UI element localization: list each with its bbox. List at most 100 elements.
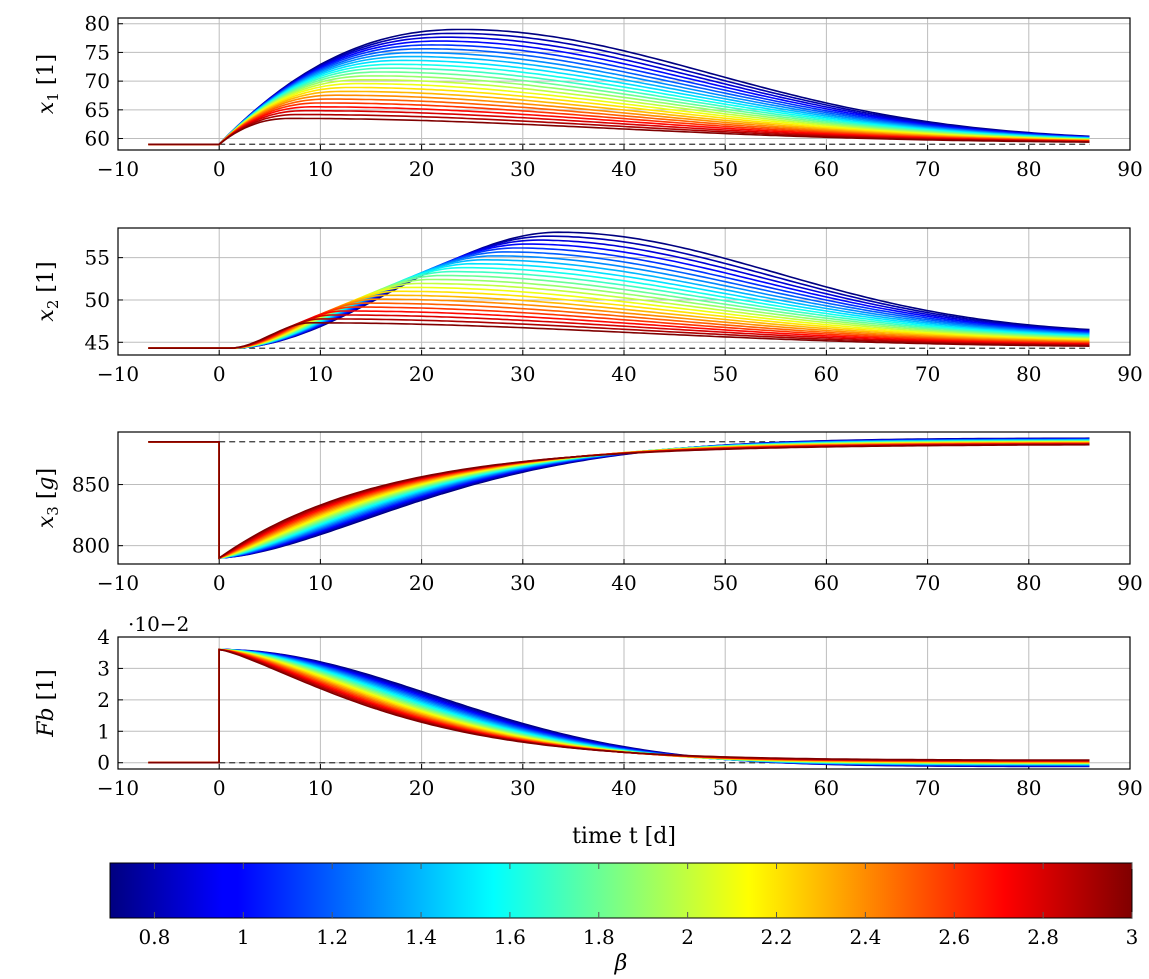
x-tick-label: 90	[1117, 362, 1142, 386]
x-tick-label: −10	[97, 571, 139, 595]
x-tick-label: 70	[915, 362, 940, 386]
colorbar-tick-label: 0.8	[139, 925, 171, 949]
x-tick-label: 80	[1016, 362, 1041, 386]
x-tick-label: 60	[814, 362, 839, 386]
series-line	[148, 302, 1090, 349]
curves	[148, 231, 1090, 349]
colorbar-tick-label: 1.4	[405, 925, 437, 949]
colorbar-tick-label: 1.8	[583, 925, 615, 949]
y-tick-label: 0	[97, 751, 110, 775]
x-tick-label: 80	[1016, 776, 1041, 800]
x-tick-label: 40	[611, 157, 636, 181]
x-tick-label: 60	[814, 776, 839, 800]
series-line	[148, 32, 1090, 146]
y-tick-label: 3	[97, 656, 110, 680]
axes-frame	[117, 227, 1131, 356]
y-axis-label-text: x2 [1]	[34, 261, 62, 321]
series-line	[148, 294, 1090, 349]
x-tick-label: 50	[712, 776, 737, 800]
y-tick-label: 65	[85, 98, 110, 122]
x-tick-label: 70	[915, 157, 940, 181]
x-tick-labels: −10 0 10 20 30 40 50 60 70 80 90	[97, 571, 1143, 595]
x-tick-label: 20	[409, 362, 434, 386]
x-axis-label: time t [d]	[572, 824, 676, 849]
x-tick-labels: −10 0 10 20 30 40 50 60 70 80 90	[97, 776, 1143, 800]
x-tick-label: 40	[611, 571, 636, 595]
y-tick-labels: 800 850	[72, 473, 110, 558]
y-tick-labels: 60 65 70 75 80	[85, 12, 110, 151]
colorbar-tick-label: 1	[237, 925, 250, 949]
y-tick-label: 60	[85, 127, 110, 151]
x-tick-label: 30	[510, 362, 535, 386]
series-line	[148, 441, 1090, 560]
x-tick-label: 80	[1016, 571, 1041, 595]
y-tick-label: 55	[85, 246, 110, 270]
y-axis-label: x2 [1]	[34, 261, 62, 321]
x-tick-label: 50	[712, 157, 737, 181]
colorbar-tick-label: 2.8	[1027, 925, 1059, 949]
y-tick-label: 70	[85, 69, 110, 93]
y-axis-label-text: Fb [1]	[34, 669, 59, 738]
colorbar: 0.8 1 1.2 1.4 1.6 1.8 2 2.2 2.4 2.6 2.8 3 β	[109, 862, 1139, 976]
series-line	[148, 318, 1090, 349]
y-tick-label: 45	[85, 330, 110, 354]
x-tick-label: 20	[409, 571, 434, 595]
x-tick-label: 60	[814, 157, 839, 181]
series-line	[148, 239, 1090, 349]
series-line	[148, 322, 1090, 349]
series-line	[148, 298, 1090, 349]
x-tick-label: 0	[213, 362, 226, 386]
x-tick-label: 40	[611, 776, 636, 800]
y-axis-label-text: x1 [1]	[34, 54, 62, 114]
y-tick-label: 1	[97, 719, 110, 743]
colorbar-ticks: 0.8 1 1.2 1.4 1.6 1.8 2 2.2 2.4 2.6 2.8 3	[139, 863, 1139, 949]
x-tick-label: 30	[510, 776, 535, 800]
y-tick-label: 50	[85, 288, 110, 312]
y-axis-label: x3 [g]	[34, 468, 62, 528]
panel-x3: −10 0 10 20 30 40 50 60 70 80 90 800 850 x3 [g]	[34, 431, 1143, 595]
x-tick-label: 30	[510, 571, 535, 595]
x-tick-label: 50	[712, 571, 737, 595]
x-tick-label: 70	[915, 776, 940, 800]
colorbar-tick-label: 1.2	[316, 925, 348, 949]
series-line	[148, 28, 1090, 146]
x-tick-label: −10	[97, 157, 139, 181]
x-tick-label: 0	[213, 571, 226, 595]
x-tick-label: 10	[308, 776, 333, 800]
colorbar-gradient	[109, 862, 1133, 919]
colorbar-tick-label: 1.6	[494, 925, 526, 949]
x-tick-label: 10	[308, 157, 333, 181]
colorbar-tick-label: 2.2	[761, 925, 793, 949]
y-tick-labels: 0 1 2 3 4	[97, 625, 110, 775]
x-tick-labels: −10 0 10 20 30 40 50 60 70 80 90	[97, 362, 1143, 386]
axes-frame	[117, 431, 1131, 565]
series-line	[148, 40, 1090, 146]
colorbar-tick-label: 2.4	[849, 925, 881, 949]
curves	[148, 437, 1090, 560]
y-tick-label: 850	[72, 473, 110, 497]
colorbar-tick-label: 3	[1126, 925, 1139, 949]
y-axis-label: x1 [1]	[34, 54, 62, 114]
x-tick-label: 90	[1117, 776, 1142, 800]
x-tick-label: 20	[409, 776, 434, 800]
axes-frame	[117, 636, 1131, 770]
x-tick-label: 0	[213, 776, 226, 800]
panel-x1: −10 0 10 20 30 40 50 60 70 80 90 60 65 70 75 80 x1 [1]	[34, 12, 1143, 181]
series-line	[148, 247, 1090, 349]
panel-x2: −10 0 10 20 30 40 50 60 70 80 90 45 50 55 x2 [1]	[34, 227, 1143, 386]
x-tick-label: 80	[1016, 157, 1041, 181]
y-tick-label: 2	[97, 688, 110, 712]
colorbar-tick-label: 2.6	[938, 925, 970, 949]
series-line	[148, 117, 1090, 146]
curves	[148, 648, 1090, 768]
colorbar-tick-label: 2	[681, 925, 694, 949]
x-tick-label: 90	[1117, 571, 1142, 595]
series-line	[148, 314, 1090, 349]
series-line	[148, 648, 1090, 764]
y-tick-labels: 45 50 55	[85, 246, 110, 355]
x-tick-label: 90	[1117, 157, 1142, 181]
colorbar-label: β	[614, 951, 628, 976]
x-tick-label: 20	[409, 157, 434, 181]
